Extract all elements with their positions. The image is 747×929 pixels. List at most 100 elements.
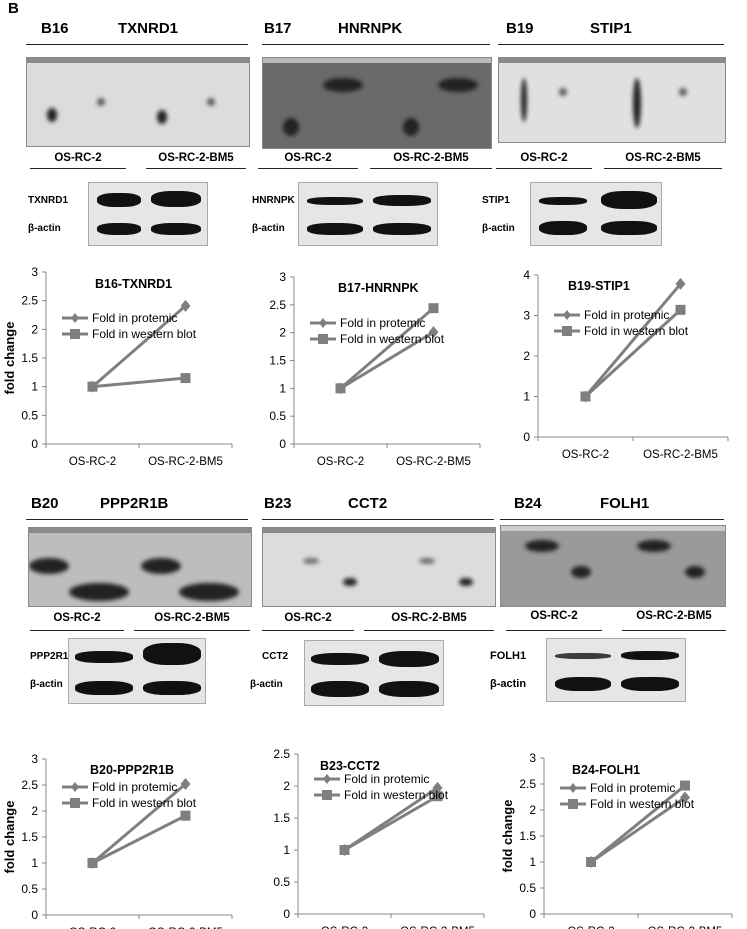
- header-b17: B17 HNRNPK: [262, 20, 490, 45]
- data-point-diamond: [432, 781, 443, 794]
- western-blot-b17: [298, 182, 438, 246]
- y-tick-label: 2: [31, 322, 38, 336]
- y-tick-label: 0.5: [21, 882, 38, 896]
- y-tick-label: 1.5: [269, 354, 286, 368]
- legend-label: Fold in protemic: [584, 308, 669, 322]
- y-tick-label: 2: [283, 779, 290, 793]
- lane-label: OS-RC-2: [30, 612, 124, 631]
- x-tick-label: OS-RC-2: [69, 927, 116, 929]
- data-point-diamond: [675, 277, 686, 290]
- y-tick-label: 1.5: [21, 351, 38, 365]
- y-tick-label: 1.5: [21, 830, 38, 844]
- y-tick-label: 2: [31, 804, 38, 818]
- y-axis-label: fold change: [500, 800, 515, 873]
- lane-label: OS-RC-2-BM5: [146, 152, 246, 169]
- y-tick-label: 0: [529, 907, 536, 921]
- wb-label: FOLH1: [490, 650, 527, 662]
- y-tick-label: 0: [31, 437, 38, 451]
- gel-image-b24: [500, 525, 726, 607]
- lane-label: OS-RC-2: [30, 152, 126, 169]
- chart-b19-stip1: 0 1 2 3 4 OS-RC-2 OS-RC-2-BM5 B19-STIP1 Fold in …: [523, 268, 729, 461]
- legend-label: Fold in western blot: [584, 324, 689, 338]
- legend-marker-square: [562, 326, 572, 336]
- x-tick-label: OS-RC-2: [567, 926, 614, 929]
- y-tick-label: 2.5: [21, 294, 38, 308]
- data-point-diamond: [180, 299, 191, 312]
- gene-name: HNRNPK: [338, 20, 403, 37]
- header-b19: B19 STIP1: [498, 20, 724, 45]
- y-tick-label: 1: [529, 855, 536, 869]
- series-line: [91, 814, 187, 865]
- panel-code: B23: [264, 495, 292, 512]
- chart-b23-cct2: 00.511.522.5OS-RC-2OS-RC-2-BM5B23-CCT2Fo…: [273, 747, 485, 929]
- lane-label: OS-RC-2-BM5: [134, 612, 250, 631]
- gel-image-b16: [26, 57, 250, 147]
- chart-b16-txnrd1: 0 0.5 1 1.5 2 2.5 3 OS-RC-2 OS-RC-2-BM5 fold chan…: [2, 265, 233, 468]
- y-tick-label: 1.5: [273, 811, 290, 825]
- lane-label: OS-RC-2: [496, 152, 592, 169]
- data-point-diamond: [428, 326, 439, 339]
- chart-b24-folh1: 0 0.5 1 1.5 2 2.5 3 OS-RC-2 OS-RC-2-BM5 fold chan…: [500, 751, 733, 929]
- western-blot-b24: [546, 638, 686, 702]
- y-tick-label: 2.5: [519, 777, 536, 791]
- series-line: [584, 308, 682, 398]
- y-tick-label: 0.5: [21, 408, 38, 422]
- legend-marker-square: [318, 334, 328, 344]
- data-point-square: [586, 857, 596, 867]
- y-tick-label: 2.5: [21, 778, 38, 792]
- y-tick-label: 4: [523, 268, 530, 282]
- legend-marker-square: [322, 790, 332, 800]
- x-tick-label: OS-RC-2: [317, 456, 364, 468]
- series-line: [339, 330, 435, 390]
- y-tick-label: 1: [283, 843, 290, 857]
- y-tick-label: 2: [529, 803, 536, 817]
- legend-marker-square: [70, 329, 80, 339]
- data-point-square: [87, 858, 98, 868]
- data-point-square: [580, 391, 591, 402]
- data-point-square: [335, 383, 346, 394]
- wb-label: β-actin: [30, 679, 63, 690]
- series-line: [590, 784, 686, 864]
- lane-label: OS-RC-2: [262, 612, 354, 631]
- series-line: [343, 794, 439, 852]
- gel-image-b20: [28, 527, 252, 607]
- y-tick-label: 3: [529, 751, 536, 765]
- chart-b17-hnrnpk: 0 0.5 1 1.5 2 2.5 3 OS-RC-2 OS-RC-2-BM5 B17-HNRNP…: [269, 270, 481, 468]
- x-tick-label: OS-RC-2-BM5: [648, 926, 723, 929]
- y-axis-label: fold change: [2, 801, 17, 874]
- gene-name: TXNRD1: [118, 20, 179, 37]
- y-tick-label: 2: [279, 326, 286, 340]
- y-tick-label: 3: [31, 265, 38, 279]
- header-b20: B20 PPP2R1B: [26, 495, 248, 520]
- x-tick-label: OS-RC-2: [321, 926, 368, 929]
- legend-marker-diamond: [563, 310, 571, 320]
- legend-marker-diamond: [319, 318, 327, 328]
- y-tick-label: 3: [31, 752, 38, 766]
- series-line: [91, 304, 187, 388]
- legend-label: Fold in protemic: [92, 780, 177, 794]
- series-line: [339, 307, 435, 390]
- legend-label: Fold in western blot: [344, 788, 449, 802]
- legend-label: Fold in protemic: [92, 311, 177, 325]
- legend-label: Fold in western blot: [590, 797, 695, 811]
- chart-title: B19-STIP1: [568, 279, 630, 293]
- panel-letter: B: [8, 0, 19, 17]
- y-tick-label: 0: [279, 437, 286, 451]
- data-point-square: [428, 303, 439, 314]
- gene-name: STIP1: [590, 20, 632, 37]
- western-blot-b19: [530, 182, 662, 246]
- y-tick-label: 2.5: [273, 747, 290, 761]
- wb-label: TXNRD1: [28, 195, 69, 206]
- legend-label: Fold in western blot: [92, 796, 197, 810]
- x-tick-label: OS-RC-2-BM5: [400, 926, 475, 929]
- lane-label: OS-RC-2-BM5: [370, 152, 492, 169]
- x-tick-label: OS-RC-2-BM5: [396, 456, 471, 468]
- header-b24: B24 FOLH1: [500, 495, 724, 520]
- data-point-square: [87, 381, 98, 392]
- legend-label: Fold in protemic: [344, 772, 429, 786]
- y-tick-label: 0.5: [273, 875, 290, 889]
- wb-label: HNRNPK: [252, 195, 295, 206]
- gene-name: FOLH1: [600, 495, 650, 512]
- lane-label: OS-RC-2-BM5: [364, 612, 494, 631]
- wb-label: STIP1: [482, 195, 510, 206]
